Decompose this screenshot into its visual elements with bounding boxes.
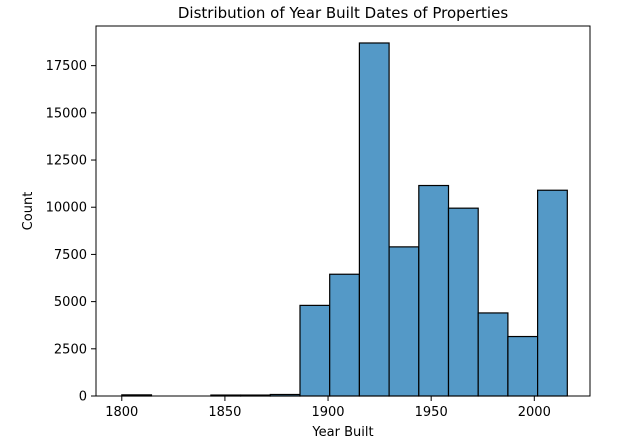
x-tick-label: 1800 [105, 405, 138, 420]
y-tick-label: 15000 [46, 106, 87, 121]
histogram-bar-8 [358, 42, 390, 397]
y-tick-label: 0 [79, 390, 87, 405]
x-axis-ticks: 1800 1850 1900 1950 2000 [105, 396, 551, 420]
y-tick-label: 2500 [54, 342, 87, 357]
histogram-bar-10 [418, 184, 450, 397]
y-tick-label: 17500 [46, 59, 87, 74]
x-tick-label: 1950 [415, 405, 448, 420]
y-axis-ticks: 0 2500 5000 7500 10000 12500 15000 17500 [46, 59, 96, 405]
x-tick-label: 1900 [311, 405, 344, 420]
chart-title: Distribution of Year Built Dates of Prop… [178, 4, 508, 22]
y-axis-label: Count [21, 192, 36, 231]
plot-frame [95, 25, 591, 397]
histogram-bar-11 [447, 207, 479, 397]
histogram-bar-6 [299, 304, 331, 397]
x-tick-label: 1850 [208, 405, 241, 420]
histogram-bar-13 [507, 335, 539, 397]
y-tick-label: 7500 [54, 248, 87, 263]
x-axis-label: Year Built [311, 425, 373, 440]
y-tick-label: 5000 [54, 295, 87, 310]
y-tick-label: 12500 [46, 154, 87, 169]
histogram-bar-14 [537, 189, 568, 397]
histogram-bar-7 [329, 273, 360, 397]
y-tick-label: 10000 [46, 201, 87, 216]
bars-group [121, 42, 568, 397]
histogram-bar-9 [388, 246, 420, 397]
histogram-bar-12 [477, 312, 509, 397]
x-tick-label: 2000 [518, 405, 551, 420]
